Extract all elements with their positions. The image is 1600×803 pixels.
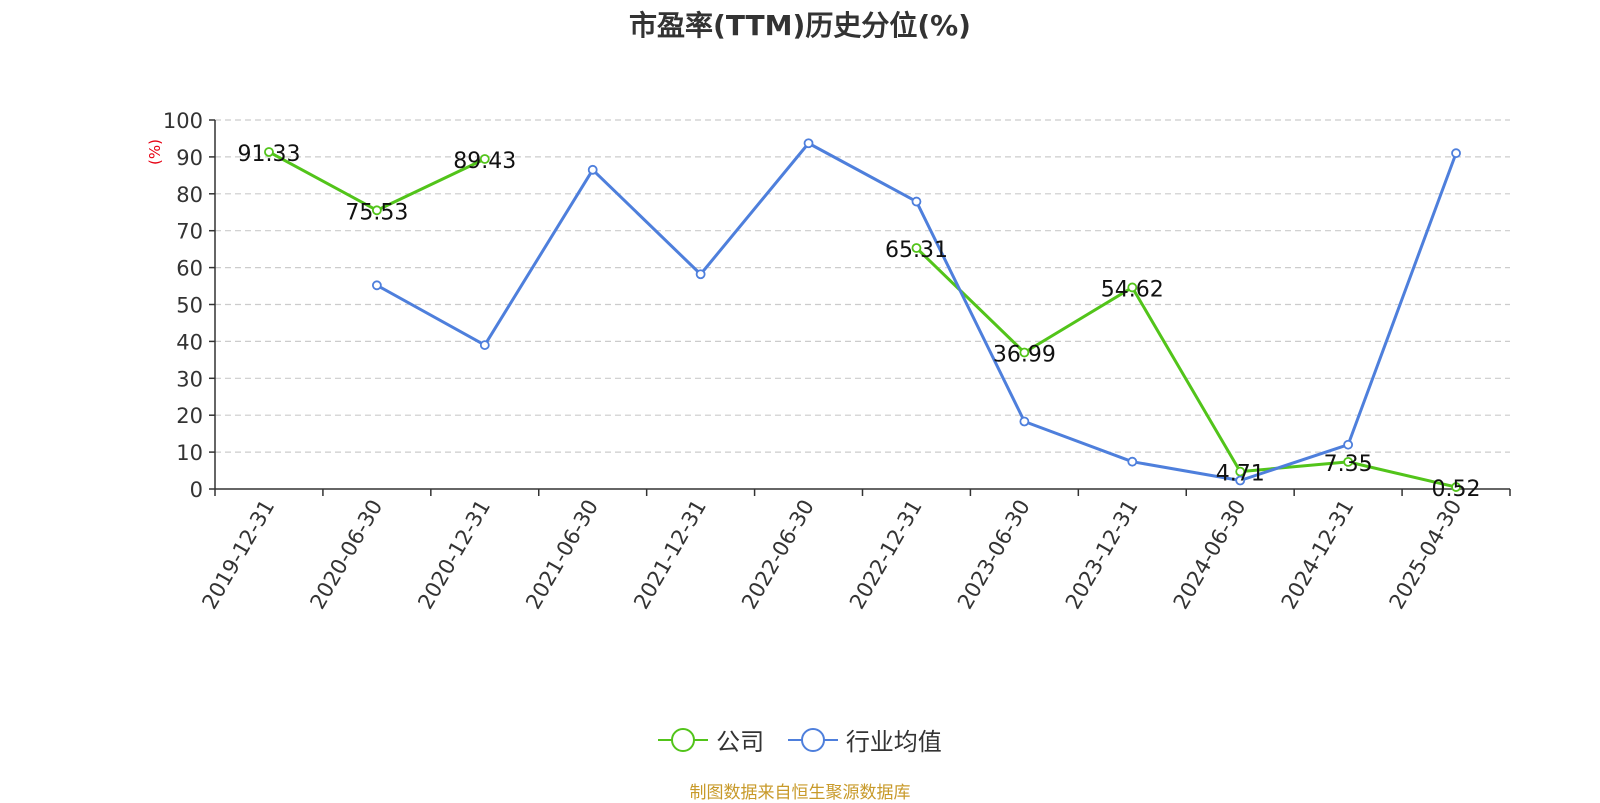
x-tick-label: 2019-12-31 — [197, 496, 279, 614]
series-line-0 — [915, 246, 1457, 489]
legend: 公司 行业均值 — [0, 722, 1600, 758]
x-tick-label: 2022-06-30 — [737, 496, 819, 614]
data-point-1 — [1451, 148, 1461, 159]
x-tick-label: 2022-12-31 — [845, 495, 927, 613]
data-point-0 — [479, 154, 490, 164]
data-point-0 — [1127, 282, 1138, 293]
data-label: 54.62 — [1101, 277, 1164, 302]
y-tick-label: 90 — [176, 146, 203, 170]
y-tick-label: 0 — [190, 478, 203, 502]
data-point-0 — [371, 205, 382, 216]
x-tick-label: 2020-06-30 — [305, 496, 387, 614]
data-point-1 — [911, 196, 922, 207]
data-label: 89.43 — [453, 149, 516, 174]
x-tick-label: 2023-12-31 — [1061, 496, 1143, 614]
x-tick-label: 2024-06-30 — [1169, 496, 1251, 614]
data-label: 36.99 — [993, 343, 1056, 368]
y-tick-label: 10 — [176, 441, 203, 465]
legend-item-industry-average[interactable]: 行业均值 — [787, 722, 942, 757]
data-label: 65.31 — [885, 238, 948, 263]
data-label: 4.71 — [1216, 462, 1265, 487]
data-point-1 — [1127, 456, 1138, 467]
data-point-1 — [1343, 439, 1354, 450]
legend-item-company[interactable]: 公司 — [658, 722, 764, 757]
data-point-0 — [1019, 347, 1030, 358]
data-point-0 — [1343, 456, 1354, 467]
data-point-0 — [911, 243, 922, 253]
x-tick-label: 2025-04-30 — [1385, 496, 1467, 614]
x-tick-label: 2020-12-31 — [413, 495, 495, 613]
data-point-0 — [1451, 482, 1461, 492]
data-label: 91.33 — [237, 142, 300, 167]
y-tick-label: 50 — [176, 294, 203, 318]
data-point-1 — [1235, 475, 1246, 486]
x-tick-label: 2021-06-30 — [521, 496, 603, 614]
x-tick-label: 2023-06-30 — [953, 496, 1035, 614]
y-tick-label: 60 — [176, 257, 203, 281]
y-tick-label: 30 — [176, 367, 203, 391]
y-tick-label: 40 — [176, 330, 203, 354]
data-source-note: 制图数据来自恒生聚源数据库 — [689, 783, 911, 803]
data-point-1 — [803, 138, 814, 149]
y-axis-label: (%) — [146, 139, 164, 165]
data-point-1 — [695, 269, 706, 280]
y-tick-label: 100 — [163, 109, 203, 133]
data-point-1 — [587, 164, 598, 175]
x-tick-label: 2021-12-31 — [629, 496, 711, 614]
y-tick-label: 20 — [176, 404, 203, 428]
data-point-1 — [479, 340, 490, 350]
data-point-0 — [264, 147, 274, 157]
data-label: 7.35 — [1324, 452, 1373, 477]
y-tick-label: 80 — [176, 183, 203, 207]
data-point-1 — [371, 280, 382, 291]
data-point-1 — [1019, 416, 1030, 427]
chart-title: 市盈率(TTM)历史分位(%) — [629, 9, 971, 42]
legend-label-industry-average: 行业均值 — [845, 728, 942, 756]
x-tick-label: 2024-12-31 — [1277, 496, 1359, 614]
y-tick-label: 70 — [176, 220, 203, 244]
legend-swatch-company — [658, 727, 709, 752]
legend-swatch-industry-average — [787, 727, 838, 752]
data-label: 75.53 — [345, 200, 408, 225]
legend-label-company: 公司 — [716, 728, 765, 756]
data-label: 0.52 — [1432, 477, 1481, 502]
